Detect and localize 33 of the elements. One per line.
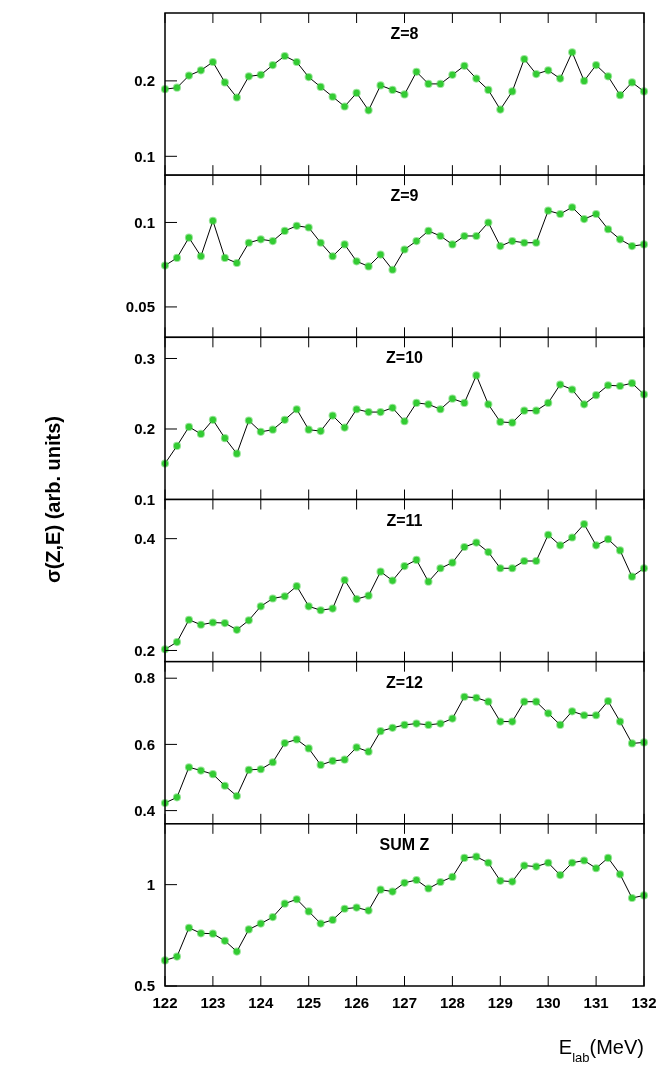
- x-tick-label: 122: [152, 994, 178, 1011]
- y-tick-label: 0.2: [134, 72, 155, 90]
- y-tick-label: 0.4: [134, 801, 156, 819]
- text: Z=12: [386, 673, 424, 691]
- x-tick-label: 132: [631, 994, 657, 1011]
- x-axis-title: E$_{lab}$(MeV): [558, 1036, 644, 1065]
- text: SUM Z: [379, 835, 430, 853]
- text: Z=10: [386, 349, 424, 367]
- text: Z=11: [386, 511, 423, 529]
- y-tick-label: 0.1: [134, 490, 155, 508]
- y-tick-label: 0.1: [134, 213, 155, 231]
- x-tick-label: 125: [296, 994, 322, 1011]
- x-tick-label: 131: [583, 994, 609, 1011]
- x-tick-label: 130: [535, 994, 561, 1011]
- y-tick-label: 0.8: [134, 669, 155, 687]
- y-tick-label: 0.5: [134, 977, 155, 995]
- y-tick-label: 0.2: [134, 641, 155, 659]
- y-tick-label: 0.4: [134, 529, 156, 547]
- y-axis-title: σ(Z,E) (arb. units): [42, 415, 64, 584]
- x-tick-label: 123: [200, 994, 226, 1011]
- x-tick-label: 128: [439, 994, 465, 1011]
- x-tick-label: 129: [487, 994, 513, 1011]
- y-tick-label: 0.6: [134, 735, 155, 753]
- text: Z=9: [390, 187, 419, 205]
- x-tick-label: 124: [248, 994, 274, 1011]
- y-tick-label: 1: [146, 875, 155, 893]
- y-tick-label: 0.2: [134, 420, 155, 438]
- y-tick-label: 0.05: [125, 298, 155, 316]
- x-tick-label: 126: [344, 994, 370, 1011]
- text: Z=8: [390, 25, 419, 42]
- y-tick-label: 0.1: [134, 147, 155, 165]
- x-tick-label: 127: [391, 994, 418, 1011]
- y-tick-label: 0.3: [134, 349, 155, 367]
